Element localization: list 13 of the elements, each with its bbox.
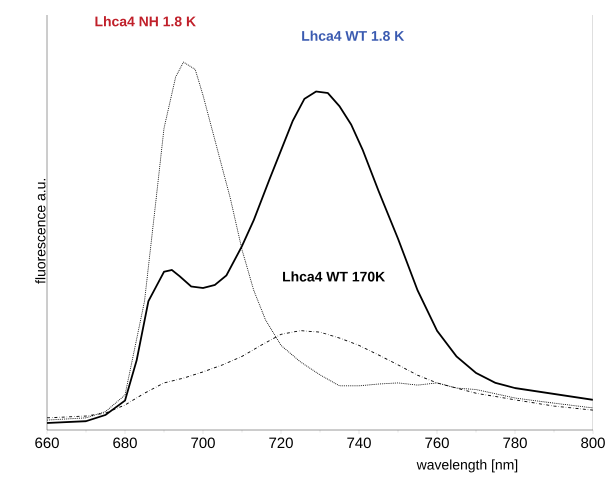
x-tick-label: 740 <box>347 438 371 448</box>
x-tick-label: 720 <box>269 438 293 448</box>
annotation: Lhca4 WT 170K <box>283 271 386 282</box>
x-tick-label: 800 <box>581 438 605 448</box>
x-axis-title: wavelength [nm] <box>416 459 518 472</box>
x-tick-label: 760 <box>425 438 449 448</box>
text: Lhca4 WT 1.8 K <box>302 30 404 41</box>
text: Lhca4 NH 1.8 K <box>95 16 196 26</box>
x-tick-label: 660 <box>35 438 59 448</box>
x-tick-label: 780 <box>503 438 527 448</box>
y-axis-title: fluorescence a.u. <box>35 178 46 284</box>
x-tick-label: 680 <box>113 438 137 448</box>
x-tick-label: 700 <box>191 438 215 448</box>
